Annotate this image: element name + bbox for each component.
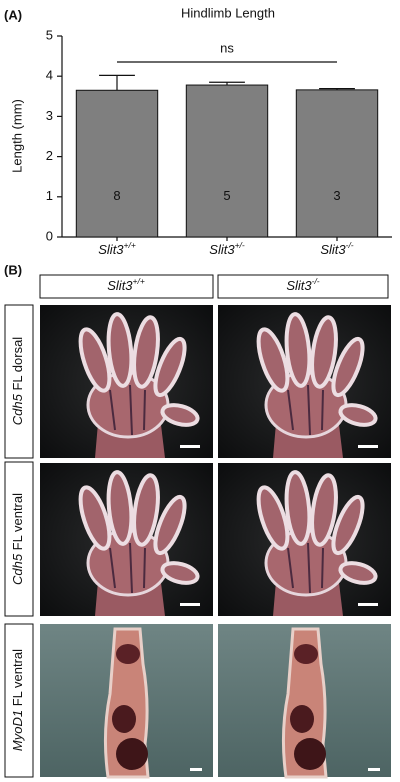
y-tick-label: 3 xyxy=(46,108,53,123)
bar xyxy=(185,84,269,238)
y-tick-label: 4 xyxy=(46,68,53,83)
row-label: MyoD1 FL ventral xyxy=(10,649,25,751)
y-tick-label: 2 xyxy=(46,148,53,163)
panel-label: (B) xyxy=(4,262,22,277)
column-header: Slit3+/+ xyxy=(107,276,145,293)
row-label: Cdh5 FL dorsal xyxy=(10,337,25,426)
column-header-box xyxy=(39,274,214,299)
micrograph xyxy=(38,622,215,779)
gene: MyoD1 xyxy=(10,710,25,751)
image-row: MyoD1 FL ventral xyxy=(4,622,393,779)
column-header-box xyxy=(217,274,389,299)
bar xyxy=(295,89,379,238)
view: FL ventral xyxy=(10,493,25,550)
y-axis-label: Length (mm) xyxy=(9,99,24,173)
x-tick-label: Slit3-/- xyxy=(320,240,353,257)
image-row: Cdh5 FL dorsal xyxy=(4,303,393,460)
x-tick-label: Slit3+/- xyxy=(209,240,245,257)
gene: Cdh5 xyxy=(10,393,25,425)
image-row: Cdh5 FL ventral xyxy=(4,461,393,618)
bar xyxy=(75,89,159,238)
view: FL dorsal xyxy=(10,337,25,391)
chart-title: Hindlimb Length xyxy=(181,5,275,20)
significance-label: ns xyxy=(220,40,234,55)
view: FL ventral xyxy=(10,649,25,706)
y-tick-label: 0 xyxy=(46,228,53,243)
y-tick-label: 5 xyxy=(46,27,53,42)
y-tick-label: 1 xyxy=(46,188,53,203)
micrograph xyxy=(216,461,393,618)
micrograph xyxy=(38,303,215,460)
plot: 0 1 2 3 4 5 8 Slit3+/+ 5 Slit3+/- 3 Slit3-/- ns xyxy=(46,27,392,257)
column-header: Slit3-/- xyxy=(286,276,319,293)
micrograph xyxy=(38,461,215,618)
row-label: Cdh5 FL ventral xyxy=(10,493,25,585)
n-label: 5 xyxy=(223,188,230,203)
x-tick-label: Slit3+/+ xyxy=(98,240,136,257)
gene: Cdh5 xyxy=(10,553,25,585)
n-label: 8 xyxy=(113,188,120,203)
n-label: 3 xyxy=(333,188,340,203)
panel-label: (A) xyxy=(4,7,22,22)
micrograph xyxy=(216,303,393,460)
micrograph xyxy=(216,622,393,779)
